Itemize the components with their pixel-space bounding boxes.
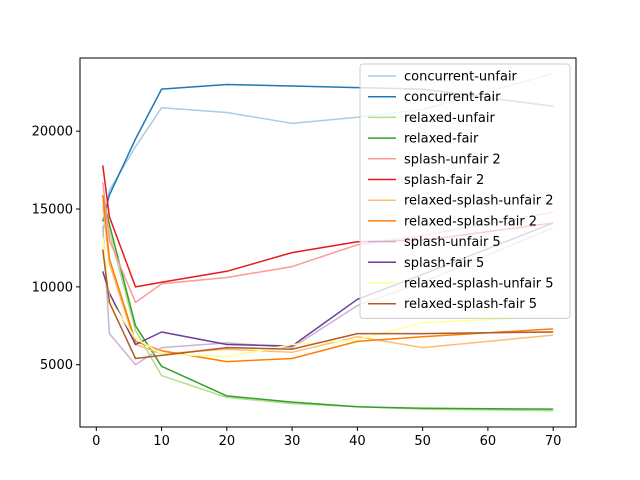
legend-label-2: relaxed-unfair (404, 111, 496, 126)
legend-label-7: relaxed-splash-fair 2 (404, 214, 537, 229)
series-line-7 (102, 194, 554, 363)
x-tick-label: 30 (284, 434, 301, 449)
x-tick-label: 60 (480, 434, 497, 449)
legend-label-8: splash-unfair 5 (404, 235, 501, 250)
legend-box (359, 63, 571, 319)
y-axis: 5000 10000 15000 20000 (32, 125, 80, 373)
y-tick-label: 20000 (32, 125, 73, 140)
series-line-11 (102, 249, 554, 360)
plot-frame (79, 57, 577, 428)
x-tick-label: 20 (219, 434, 236, 449)
legend-label-6: relaxed-splash-unfair 2 (404, 194, 554, 209)
series-line-3 (102, 196, 554, 410)
legend-label-1: concurrent-fair (404, 90, 501, 105)
legend-label-10: relaxed-splash-unfair 5 (404, 277, 554, 292)
y-tick-label: 5000 (40, 358, 73, 373)
x-tick-label: 50 (414, 434, 431, 449)
legend-label-3: relaxed-fair (404, 132, 479, 147)
legend-label-5: splash-fair 2 (404, 173, 484, 188)
x-tick-label: 70 (545, 434, 562, 449)
series-line-10 (102, 237, 554, 358)
legend-label-9: splash-fair 5 (404, 256, 484, 271)
x-tick-label: 0 (92, 434, 100, 449)
y-tick-label: 15000 (32, 203, 73, 218)
series-line-6 (102, 205, 554, 355)
legend: concurrent-unfair concurrent-fair relaxed-… (359, 63, 571, 319)
y-tick-label: 10000 (32, 280, 73, 295)
legend-label-0: concurrent-unfair (404, 70, 518, 85)
legend-label-11: relaxed-splash-fair 5 (404, 297, 537, 312)
x-tick-label: 40 (349, 434, 366, 449)
x-tick-label: 10 (153, 434, 170, 449)
legend-label-4: splash-unfair 2 (404, 152, 501, 167)
x-axis: 0 10 20 30 40 50 60 70 (92, 427, 561, 449)
